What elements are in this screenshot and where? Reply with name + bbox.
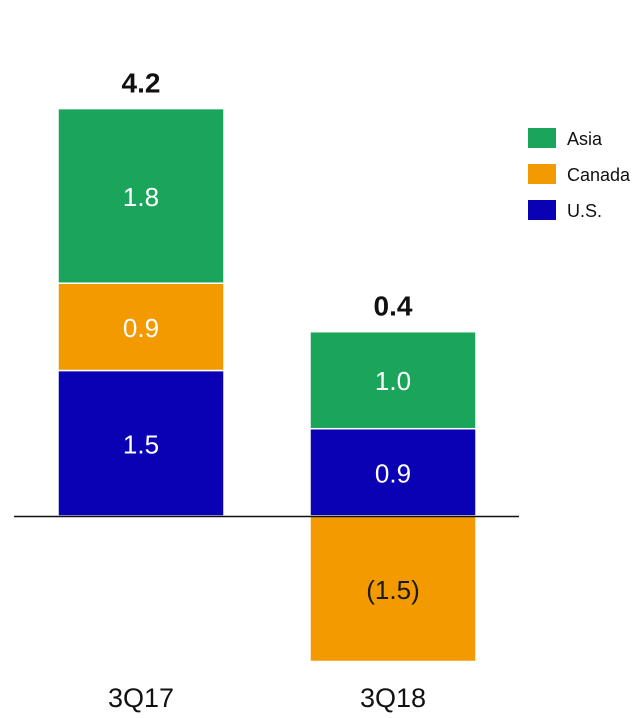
data-label-3q18-canada: (1.5) — [366, 575, 419, 605]
bar-3q17-canada — [57, 282, 225, 372]
data-label-3q17-asia: 1.8 — [123, 182, 159, 212]
data-label-3q17-canada: 0.9 — [123, 313, 159, 343]
bar-3q18-u-s — [309, 427, 477, 517]
bar-3q18-canada — [309, 515, 477, 663]
labels-layer: 1.5 0.9 1.8 4.2 3Q17 0.9 (1.5) 1.0 0.4 3Q18 — [108, 68, 426, 713]
bar-3q17-asia — [57, 107, 225, 284]
category-label-3q18: 3Q18 — [360, 683, 426, 713]
total-label-3q17: 4.2 — [122, 68, 161, 99]
bars-layer — [57, 107, 477, 663]
data-label-3q18-asia: 1.0 — [375, 366, 411, 396]
bar-3q17-u-s — [57, 369, 225, 517]
legend-swatch-u-s — [528, 200, 556, 220]
total-label-3q18: 0.4 — [374, 291, 413, 322]
legend-swatch-asia — [528, 128, 556, 148]
data-label-3q17-u-s: 1.5 — [123, 429, 159, 459]
legend-label-canada: Canada — [567, 165, 631, 185]
category-label-3q17: 3Q17 — [108, 683, 174, 713]
legend-label-asia: Asia — [567, 129, 603, 149]
legend-swatch-canada — [528, 164, 556, 184]
data-label-3q18-u-s: 0.9 — [375, 458, 411, 488]
legend-label-u-s: U.S. — [567, 201, 602, 221]
bar-3q18-asia — [309, 330, 477, 430]
legend: Asia Canada U.S. — [528, 128, 631, 221]
